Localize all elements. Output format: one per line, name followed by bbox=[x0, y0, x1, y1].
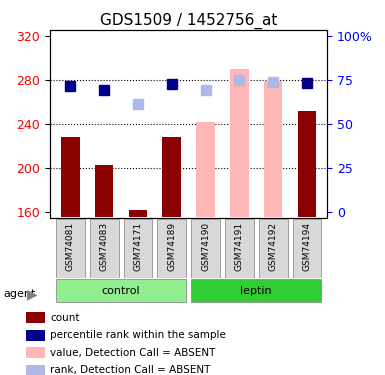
FancyBboxPatch shape bbox=[259, 219, 288, 278]
Bar bbox=[264, 81, 283, 218]
Bar bbox=[162, 137, 181, 218]
Bar bbox=[129, 210, 147, 218]
Text: rank, Detection Call = ABSENT: rank, Detection Call = ABSENT bbox=[50, 365, 211, 375]
Bar bbox=[230, 69, 249, 218]
FancyBboxPatch shape bbox=[191, 219, 220, 278]
Text: leptin: leptin bbox=[241, 286, 272, 296]
FancyBboxPatch shape bbox=[293, 219, 321, 278]
FancyBboxPatch shape bbox=[90, 219, 119, 278]
Text: agent: agent bbox=[4, 290, 36, 299]
Text: count: count bbox=[50, 313, 80, 322]
Title: GDS1509 / 1452756_at: GDS1509 / 1452756_at bbox=[100, 12, 277, 28]
Text: ▶: ▶ bbox=[27, 287, 38, 302]
FancyBboxPatch shape bbox=[191, 279, 321, 302]
Text: GSM74192: GSM74192 bbox=[269, 222, 278, 271]
Bar bbox=[196, 212, 215, 217]
Bar bbox=[26, 365, 45, 375]
Bar bbox=[26, 312, 45, 323]
FancyBboxPatch shape bbox=[124, 219, 152, 278]
Bar bbox=[95, 165, 114, 218]
FancyBboxPatch shape bbox=[56, 219, 85, 278]
Text: GSM74081: GSM74081 bbox=[66, 222, 75, 272]
Bar bbox=[298, 111, 316, 218]
Bar bbox=[264, 212, 283, 217]
Bar bbox=[26, 347, 45, 358]
Text: GSM74190: GSM74190 bbox=[201, 222, 210, 272]
FancyBboxPatch shape bbox=[56, 279, 186, 302]
Text: value, Detection Call = ABSENT: value, Detection Call = ABSENT bbox=[50, 348, 216, 358]
FancyBboxPatch shape bbox=[157, 219, 186, 278]
Text: GSM74189: GSM74189 bbox=[167, 222, 176, 272]
Bar bbox=[61, 137, 80, 218]
Text: GSM74171: GSM74171 bbox=[134, 222, 142, 272]
Text: GSM74083: GSM74083 bbox=[100, 222, 109, 272]
Bar bbox=[230, 212, 249, 217]
Bar bbox=[196, 122, 215, 218]
Text: percentile rank within the sample: percentile rank within the sample bbox=[50, 330, 226, 340]
Bar bbox=[26, 330, 45, 340]
Text: GSM74194: GSM74194 bbox=[303, 222, 311, 271]
Text: control: control bbox=[102, 286, 141, 296]
FancyBboxPatch shape bbox=[225, 219, 254, 278]
Text: GSM74191: GSM74191 bbox=[235, 222, 244, 272]
